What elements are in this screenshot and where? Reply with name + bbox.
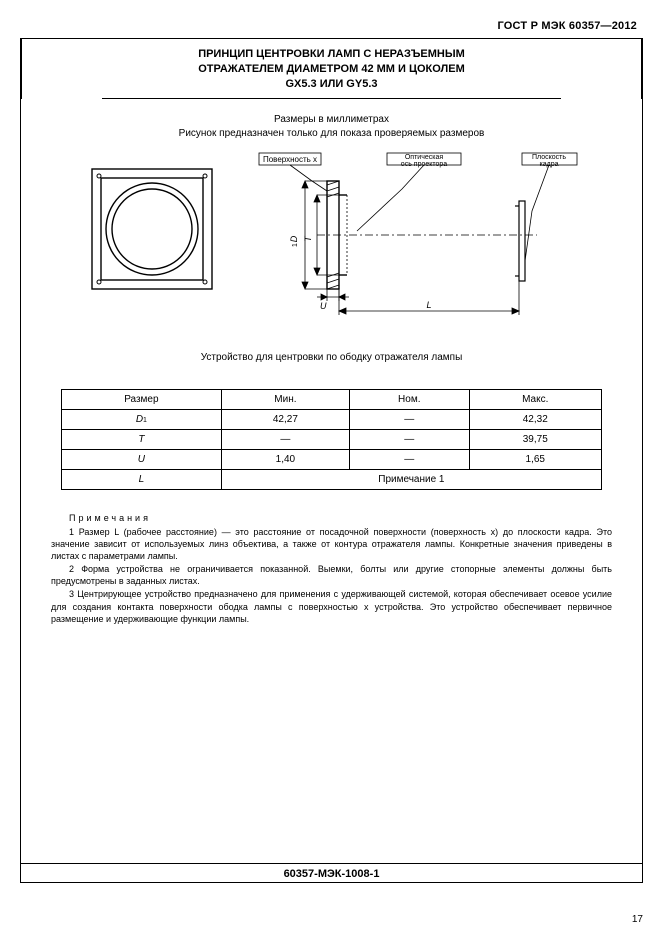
table-header-row: Размер Мин. Ном. Макс.	[62, 389, 602, 409]
cell-nom: —	[350, 409, 470, 429]
page-number: 17	[632, 914, 643, 925]
diagram-row: Поверхность x Оптическая ось проектора П…	[21, 151, 642, 336]
label-surface-x: Поверхность x	[262, 155, 316, 164]
cell-min: 1,40	[221, 449, 349, 469]
th-min: Мин.	[221, 389, 349, 409]
cell-max: 42,32	[469, 409, 601, 429]
footer-code: 60357-МЭК-1008-1	[21, 863, 642, 882]
cell-label: T	[62, 429, 222, 449]
subtitle: Размеры в миллиметрах Рисунок предназнач…	[21, 113, 642, 141]
diagram-front	[77, 151, 227, 336]
notes-block: Примечания 1 Размер L (рабочее расстояни…	[51, 512, 612, 625]
svg-text:ось проектора: ось проектора	[400, 161, 447, 168]
table-row: D1 42,27 — 42,32	[62, 409, 602, 429]
subtitle-line-1: Размеры в миллиметрах	[21, 113, 642, 127]
svg-text:1: 1	[292, 242, 299, 246]
svg-text:кадра: кадра	[539, 161, 558, 168]
subtitle-line-2: Рисунок предназначен только для показа п…	[21, 127, 642, 141]
cell-nom: —	[350, 429, 470, 449]
note-2: 2 Форма устройства не ограничивается пок…	[51, 563, 612, 587]
th-size: Размер	[62, 389, 222, 409]
svg-text:D: D	[289, 235, 299, 242]
diagram-side: Поверхность x Оптическая ось проектора П…	[257, 151, 587, 336]
title-line-2: ОТРАЖАТЕЛЕМ ДИАМЕТРОМ 42 ММ И ЦОКОЛЕМ	[108, 62, 555, 77]
table-row: L Примечание 1	[62, 469, 602, 489]
note-1: 1 Размер L (рабочее расстояние) — это ра…	[51, 526, 612, 562]
title-box: ПРИНЦИП ЦЕНТРОВКИ ЛАМП С НЕРАЗЪЕМНЫМ ОТР…	[102, 39, 561, 99]
svg-text:Оптическая: Оптическая	[404, 154, 443, 161]
diagram-caption: Устройство для центровки по ободку отраж…	[21, 352, 642, 363]
svg-text:Плоскость: Плоскость	[532, 154, 566, 161]
dim-T: T	[303, 234, 313, 241]
content-frame: ПРИНЦИП ЦЕНТРОВКИ ЛАМП С НЕРАЗЪЕМНЫМ ОТР…	[20, 38, 643, 883]
table-row: T — — 39,75	[62, 429, 602, 449]
title-line-3: GX5.3 ИЛИ GY5.3	[108, 77, 555, 92]
cell-max: 1,65	[469, 449, 601, 469]
cell-label: U	[62, 449, 222, 469]
notes-heading: Примечания	[69, 512, 612, 524]
table-row: U 1,40 — 1,65	[62, 449, 602, 469]
cell-label: L	[62, 469, 222, 489]
th-max: Макс.	[469, 389, 601, 409]
th-nom: Ном.	[350, 389, 470, 409]
cell-max: 39,75	[469, 429, 601, 449]
dimensions-table: Размер Мин. Ном. Макс. D1 42,27 — 42,32 …	[61, 389, 602, 490]
cell-label: D1	[62, 409, 222, 429]
dim-U: U	[320, 301, 327, 311]
cell-min: 42,27	[221, 409, 349, 429]
dim-L: L	[426, 300, 431, 310]
cell-nom: —	[350, 449, 470, 469]
cell-min: —	[221, 429, 349, 449]
title-line-1: ПРИНЦИП ЦЕНТРОВКИ ЛАМП С НЕРАЗЪЕМНЫМ	[108, 47, 555, 62]
doc-header: ГОСТ Р МЭК 60357—2012	[20, 20, 643, 32]
note-3: 3 Центрирующее устройство предназначено …	[51, 588, 612, 624]
cell-note: Примечание 1	[221, 469, 601, 489]
